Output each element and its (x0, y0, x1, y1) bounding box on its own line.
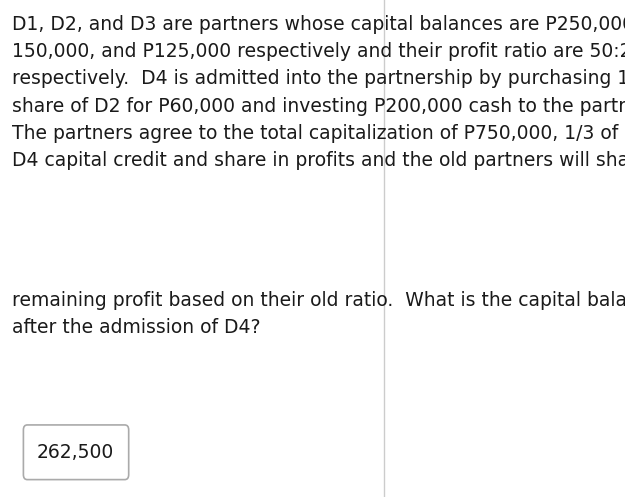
Text: remaining profit based on their old ratio.  What is the capital balance of D1
af: remaining profit based on their old rati… (12, 291, 625, 337)
Text: 262,500: 262,500 (37, 443, 114, 462)
FancyBboxPatch shape (23, 425, 129, 480)
Text: D1, D2, and D3 are partners whose capital balances are P250,000,
150,000, and P1: D1, D2, and D3 are partners whose capita… (12, 15, 625, 170)
